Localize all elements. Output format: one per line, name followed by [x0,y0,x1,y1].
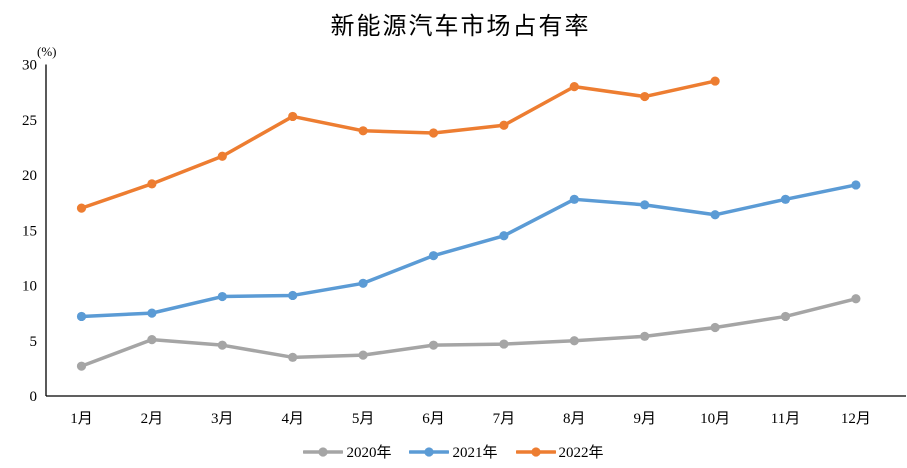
data-point-marker-2020年 [358,350,368,360]
y-tick-label: 5 [30,334,38,350]
legend-item-2020年: 2020年 [303,441,391,462]
data-point-marker-2021年 [358,278,368,288]
data-point-marker-2022年 [569,82,579,92]
x-tick-label: 3月 [211,411,234,427]
data-point-marker-2021年 [428,251,439,261]
x-tick-label: 4月 [281,411,304,427]
legend-item-2021年: 2021年 [409,441,498,462]
data-point-marker-2020年 [288,352,298,362]
y-tick-label: 20 [22,168,37,184]
data-point-marker-2021年 [499,231,509,241]
legend-label: 2021年 [452,445,498,461]
data-point-marker-2020年 [569,336,579,346]
legend-item-2022年: 2022年 [515,441,604,462]
data-point-marker-2020年 [851,294,861,304]
data-point-marker-2020年 [76,361,87,371]
data-point-marker-2020年 [780,311,791,322]
y-tick-label: 30 [22,58,37,74]
data-point-marker-2020年 [428,340,439,350]
legend-marker-icon [303,446,344,457]
data-point-marker-2022年 [288,111,298,122]
series-line-2020年 [79,297,858,368]
data-point-marker-2022年 [710,76,720,86]
data-point-marker-2021年 [569,194,579,204]
x-tick-label: 9月 [633,411,656,427]
x-tick-label: 2月 [141,411,164,427]
data-point-marker-2021年 [851,180,861,190]
data-point-marker-2022年 [217,151,227,161]
x-tick-label: 5月 [352,411,375,427]
series-line-2021年 [79,183,858,319]
data-point-marker-2021年 [288,290,298,301]
chart-legend: 2020年 2021年 2022年 [0,441,907,462]
x-tick-label: 12月 [841,411,871,427]
data-point-marker-2022年 [499,120,509,130]
data-point-marker-2020年 [710,322,720,333]
x-tick-label: 8月 [563,411,586,427]
x-tick-label: 7月 [493,411,516,427]
data-point-marker-2021年 [640,200,650,210]
data-point-marker-2020年 [147,335,157,345]
data-point-marker-2021年 [780,194,791,204]
legend-label: 2020年 [346,445,392,461]
y-tick-label: 10 [22,279,37,295]
data-point-marker-2020年 [640,331,650,341]
x-tick-label: 11月 [771,411,800,427]
y-tick-label: 0 [30,389,38,405]
y-tick-label: 15 [22,223,37,239]
data-point-marker-2022年 [76,203,87,213]
y-tick-label: 25 [22,113,37,129]
data-point-marker-2021年 [710,210,720,220]
x-tick-label: 6月 [422,411,445,427]
x-tick-label: 1月 [70,411,93,427]
y-axis-unit-label: (%) [37,44,57,59]
data-point-marker-2021年 [147,308,157,318]
data-point-marker-2022年 [358,126,368,136]
legend-marker-icon [409,446,450,457]
data-point-marker-2020年 [499,339,509,349]
data-point-marker-2020年 [217,340,227,350]
x-tick-label: 10月 [700,411,730,427]
data-point-marker-2022年 [428,128,439,138]
legend-marker-icon [515,446,556,457]
data-point-marker-2022年 [147,179,157,189]
chart-title: 新能源汽车市场占有率 [330,14,591,40]
data-point-marker-2022年 [640,91,650,102]
data-point-marker-2021年 [217,291,227,302]
legend-label: 2022年 [558,445,604,461]
data-point-marker-2021年 [76,311,87,322]
series-line-2022年 [79,79,717,210]
